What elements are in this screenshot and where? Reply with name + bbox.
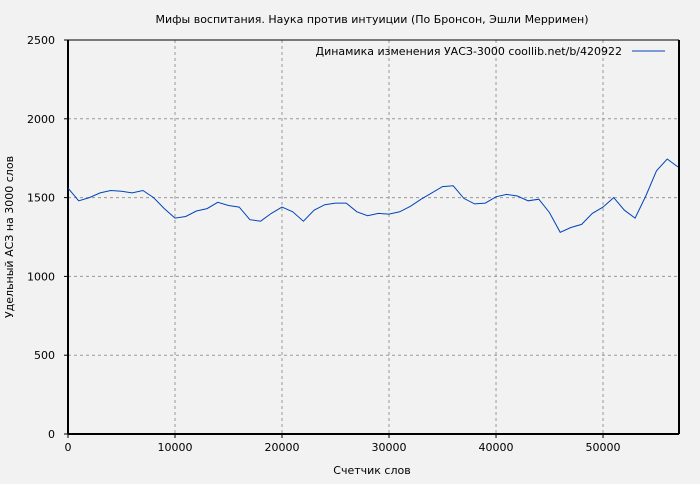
y-tick-label: 1000: [27, 270, 55, 283]
x-axis-label: Счетчик слов: [333, 464, 410, 477]
x-tick-label: 20000: [265, 441, 300, 454]
chart-title: Мифы воспитания. Наука против интуиции (…: [155, 13, 588, 26]
x-tick-label: 10000: [158, 441, 193, 454]
series-line: [67, 158, 679, 233]
axes: [64, 39, 680, 438]
y-tick-label: 2000: [27, 113, 55, 126]
x-tick-label: 50000: [586, 441, 621, 454]
x-tick-label: 30000: [372, 441, 407, 454]
grid: [68, 40, 679, 434]
y-tick-label: 500: [34, 349, 55, 362]
y-axis-label: Удельный АСЗ на 3000 слов: [3, 156, 16, 318]
tick-labels: 0 10000 20000 30000 40000 50000 0 500 1000 1500 20…: [27, 34, 621, 454]
legend-label: Динамика изменения УАСЗ-3000 coollib.net…: [316, 45, 623, 58]
y-tick-label: 0: [48, 428, 55, 441]
y-tick-label: 1500: [27, 192, 55, 205]
y-tick-label: 2500: [27, 34, 55, 47]
x-tick-label: 40000: [479, 441, 514, 454]
x-tick-label: 0: [65, 441, 72, 454]
